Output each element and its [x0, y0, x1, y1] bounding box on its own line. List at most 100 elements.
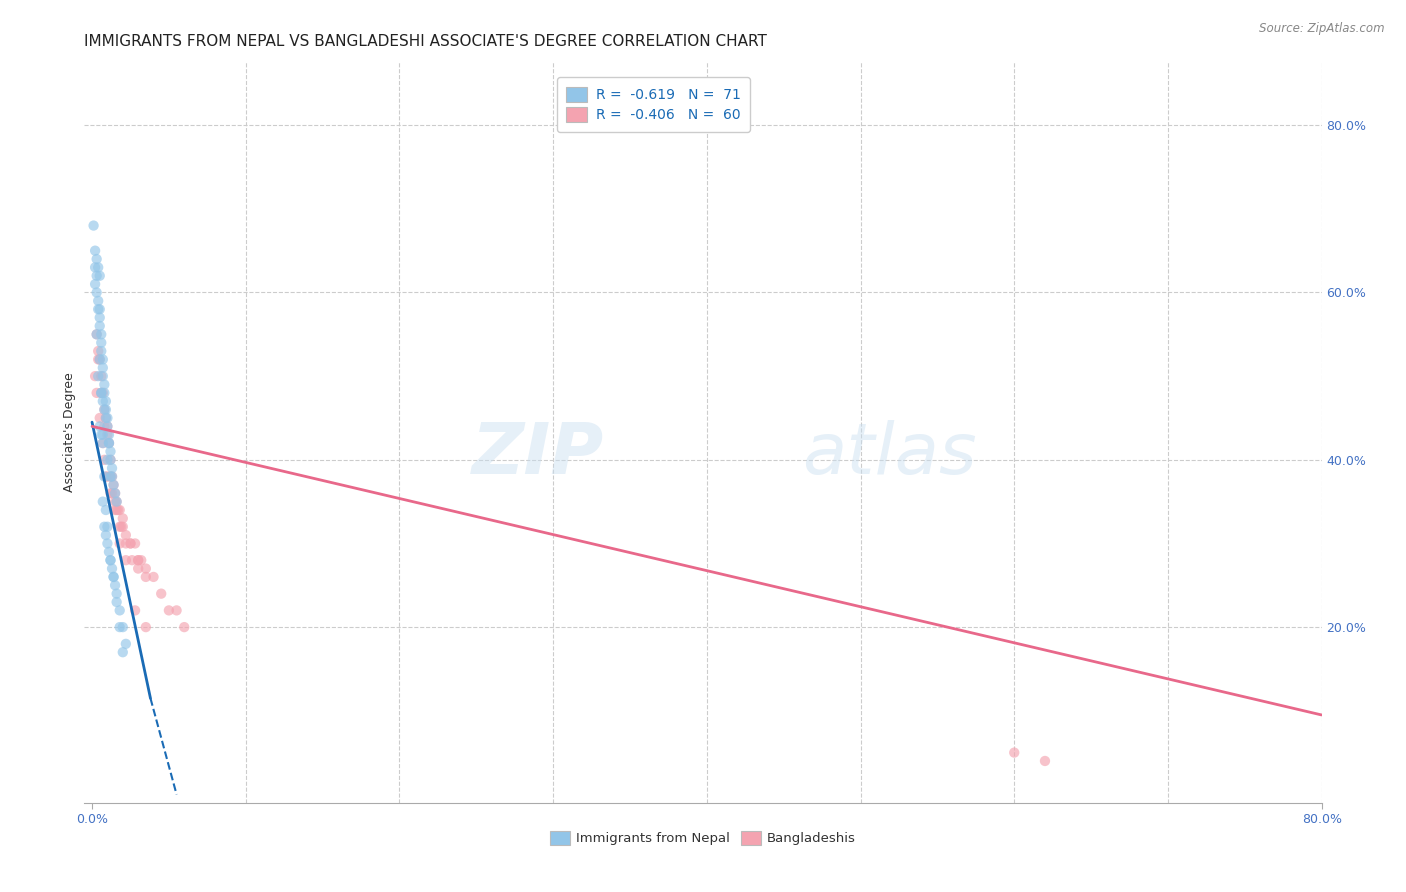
Point	[100, 444, 122, 458]
Legend: Immigrants from Nepal, Bangladeshis: Immigrants from Nepal, Bangladeshis	[543, 824, 863, 852]
Point	[96, 520, 118, 534]
Point	[94, 503, 117, 517]
Point	[91, 436, 114, 450]
Point	[100, 469, 122, 483]
Point	[96, 419, 118, 434]
Point	[100, 452, 122, 467]
Text: Source: ZipAtlas.com: Source: ZipAtlas.com	[1260, 22, 1385, 36]
Point	[100, 452, 122, 467]
Point	[91, 436, 114, 450]
Point	[90, 344, 112, 359]
Point	[96, 419, 118, 434]
Y-axis label: Associate's Degree: Associate's Degree	[63, 373, 76, 492]
Point	[100, 553, 122, 567]
Point	[115, 637, 138, 651]
Point	[96, 469, 118, 483]
Point	[96, 427, 118, 442]
Point	[87, 260, 110, 275]
Point	[104, 486, 127, 500]
Point	[94, 402, 117, 417]
Point	[90, 385, 112, 400]
Point	[89, 352, 111, 367]
Point	[124, 536, 146, 550]
Point	[104, 578, 127, 592]
Point	[91, 385, 114, 400]
Point	[103, 570, 125, 584]
Point	[105, 587, 128, 601]
Point	[1002, 746, 1025, 760]
Point	[97, 545, 120, 559]
Point	[97, 427, 120, 442]
Point	[86, 252, 108, 266]
Point	[103, 478, 125, 492]
Point	[105, 503, 128, 517]
Point	[94, 394, 117, 409]
Point	[90, 385, 112, 400]
Point	[93, 469, 115, 483]
Point	[105, 595, 128, 609]
Point	[108, 620, 131, 634]
Point	[103, 478, 125, 492]
Point	[86, 268, 108, 283]
Point	[111, 645, 134, 659]
Point	[91, 427, 114, 442]
Point	[89, 419, 111, 434]
Point	[93, 419, 115, 434]
Point	[127, 553, 149, 567]
Point	[107, 503, 129, 517]
Text: ZIP: ZIP	[472, 420, 605, 490]
Point	[108, 603, 131, 617]
Point	[93, 402, 115, 417]
Point	[94, 411, 117, 425]
Point	[124, 603, 146, 617]
Point	[127, 561, 149, 575]
Point	[89, 302, 111, 317]
Point	[90, 385, 112, 400]
Point	[104, 494, 127, 508]
Point	[84, 260, 107, 275]
Point	[91, 494, 114, 508]
Point	[142, 570, 165, 584]
Point	[89, 352, 111, 367]
Point	[86, 385, 108, 400]
Point	[93, 452, 115, 467]
Point	[103, 570, 125, 584]
Point	[89, 268, 111, 283]
Point	[93, 377, 115, 392]
Point	[105, 494, 128, 508]
Point	[97, 436, 120, 450]
Point	[150, 587, 173, 601]
Point	[97, 436, 120, 450]
Point	[111, 620, 134, 634]
Point	[111, 520, 134, 534]
Point	[97, 436, 120, 450]
Point	[115, 553, 138, 567]
Point	[87, 302, 110, 317]
Point	[93, 520, 115, 534]
Point	[89, 411, 111, 425]
Point	[108, 503, 131, 517]
Point	[120, 536, 142, 550]
Text: atlas: atlas	[801, 420, 977, 490]
Point	[101, 486, 124, 500]
Point	[101, 461, 124, 475]
Point	[96, 536, 118, 550]
Point	[87, 344, 110, 359]
Point	[89, 318, 111, 333]
Point	[86, 327, 108, 342]
Point	[90, 369, 112, 384]
Point	[86, 327, 108, 342]
Point	[91, 352, 114, 367]
Point	[135, 561, 157, 575]
Point	[87, 352, 110, 367]
Text: IMMIGRANTS FROM NEPAL VS BANGLADESHI ASSOCIATE'S DEGREE CORRELATION CHART: IMMIGRANTS FROM NEPAL VS BANGLADESHI ASS…	[84, 34, 768, 49]
Point	[91, 360, 114, 375]
Point	[104, 486, 127, 500]
Point	[89, 310, 111, 325]
Point	[101, 469, 124, 483]
Point	[96, 411, 118, 425]
Point	[93, 402, 115, 417]
Point	[108, 520, 131, 534]
Point	[84, 277, 107, 292]
Point	[104, 503, 127, 517]
